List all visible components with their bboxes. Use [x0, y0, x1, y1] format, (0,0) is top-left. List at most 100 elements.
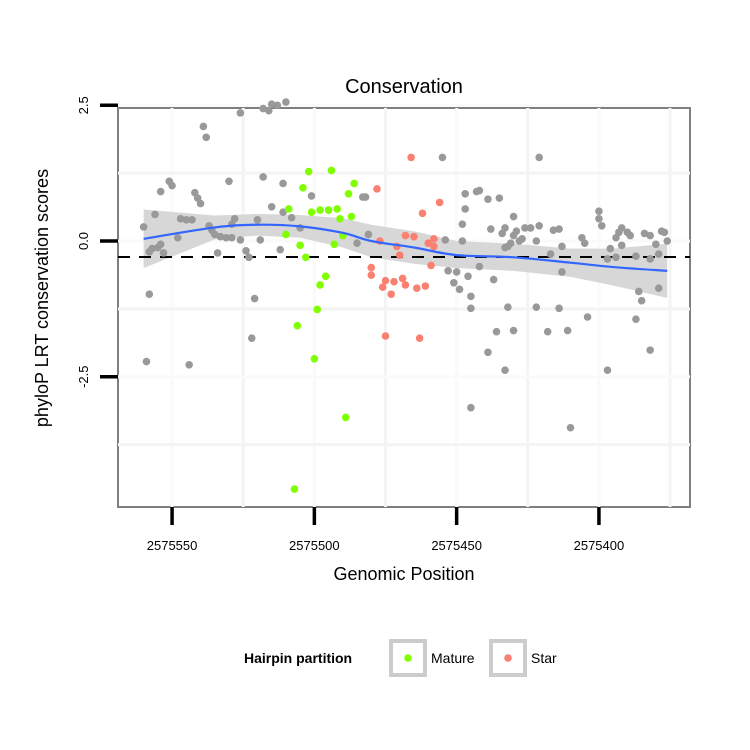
- data-point-mature: [316, 281, 324, 289]
- data-point-other: [282, 98, 290, 106]
- data-point-other: [228, 233, 236, 242]
- data-point-other: [646, 346, 654, 354]
- data-point-other: [142, 357, 151, 366]
- data-point-other: [467, 292, 475, 301]
- legend-label-mature: Mature: [431, 650, 475, 666]
- confidence-band-area: [143, 209, 668, 298]
- data-point-star: [413, 284, 421, 293]
- data-point-other: [521, 224, 529, 232]
- data-point-other: [458, 237, 467, 245]
- data-point-mature: [330, 240, 339, 249]
- data-point-other: [546, 250, 555, 258]
- data-point-other: [213, 249, 222, 257]
- data-point-mature: [344, 189, 353, 198]
- data-point-other: [230, 214, 239, 223]
- data-point-other: [603, 255, 612, 263]
- data-point-other: [578, 233, 586, 242]
- data-point-other: [245, 253, 253, 262]
- data-point-other: [634, 287, 643, 296]
- data-point-other: [458, 220, 467, 228]
- data-point-other: [216, 232, 225, 241]
- data-point-star: [398, 274, 407, 283]
- data-point-star: [378, 283, 387, 291]
- data-point-other: [518, 235, 526, 243]
- data-point-other: [603, 366, 612, 375]
- data-point-other: [652, 240, 660, 249]
- data-point-other: [632, 315, 640, 323]
- legend: Hairpin partition Mature Star: [244, 639, 557, 677]
- legend-title: Hairpin partition: [244, 650, 352, 666]
- data-point-other: [532, 237, 541, 245]
- data-point-other: [660, 228, 669, 237]
- data-point-star: [373, 185, 381, 193]
- data-point-other: [475, 262, 484, 271]
- data-point-star: [401, 231, 410, 240]
- data-point-other: [606, 244, 615, 253]
- confidence-band: [143, 209, 668, 298]
- data-point-mature: [293, 321, 302, 330]
- data-point-star: [401, 281, 410, 289]
- data-point-star: [415, 334, 424, 342]
- data-point-star: [427, 261, 435, 270]
- data-point-other: [438, 153, 447, 162]
- x-tick-label: 2575400: [574, 538, 625, 553]
- data-point-other: [202, 133, 211, 142]
- data-point-other: [509, 326, 518, 335]
- data-point-mature: [290, 485, 299, 493]
- data-point-other: [287, 213, 296, 222]
- data-point-other: [156, 240, 165, 249]
- data-point-mature: [284, 205, 293, 213]
- legend-dot-star: [504, 654, 512, 662]
- data-point-other: [444, 267, 452, 275]
- data-point-other: [566, 423, 575, 432]
- data-point-star: [418, 209, 427, 218]
- data-point-other: [467, 304, 475, 313]
- data-point-other: [464, 272, 472, 281]
- data-point-other: [353, 239, 361, 247]
- data-point-other: [182, 216, 191, 224]
- data-point-other: [532, 303, 541, 312]
- data-point-star: [424, 239, 432, 247]
- smooth-curve: [143, 223, 668, 272]
- data-point-other: [595, 214, 603, 223]
- legend-dot-mature: [404, 654, 412, 662]
- data-point-other: [543, 327, 552, 336]
- data-point-other: [501, 224, 509, 232]
- legend-label-star: Star: [531, 650, 557, 666]
- data-point-mature: [302, 253, 310, 262]
- data-point-other: [259, 173, 267, 181]
- data-point-other: [484, 348, 492, 357]
- data-point-other: [307, 192, 316, 200]
- data-point-star: [410, 232, 418, 241]
- data-point-mature: [299, 184, 307, 192]
- data-point-other: [265, 106, 273, 115]
- x-tick-label: 2575450: [431, 538, 482, 553]
- chart-title: Conservation: [345, 76, 463, 98]
- data-point-other: [563, 326, 572, 335]
- data-point-other: [461, 189, 469, 198]
- data-point-star: [367, 271, 376, 280]
- data-point-other: [597, 222, 606, 230]
- data-point-other: [236, 236, 245, 244]
- data-point-other: [535, 222, 543, 230]
- data-point-other: [632, 252, 640, 260]
- data-point-other: [259, 104, 267, 113]
- data-point-other: [273, 101, 282, 110]
- data-point-star: [390, 277, 398, 286]
- data-point-other: [452, 268, 461, 276]
- data-point-other: [509, 212, 518, 221]
- data-point-star: [387, 290, 395, 299]
- y-tick-label: 2.5: [76, 96, 91, 114]
- data-point-mature: [304, 167, 313, 176]
- data-point-other: [250, 294, 259, 303]
- data-point-other: [168, 181, 176, 190]
- data-point-other: [279, 208, 287, 217]
- data-point-other: [247, 334, 256, 342]
- data-point-other: [467, 403, 475, 412]
- data-point-star: [381, 276, 390, 285]
- data-point-star: [395, 251, 404, 259]
- data-point-other: [441, 236, 450, 244]
- data-point-mature: [313, 305, 322, 314]
- y-tick-label: -2.5: [76, 366, 91, 388]
